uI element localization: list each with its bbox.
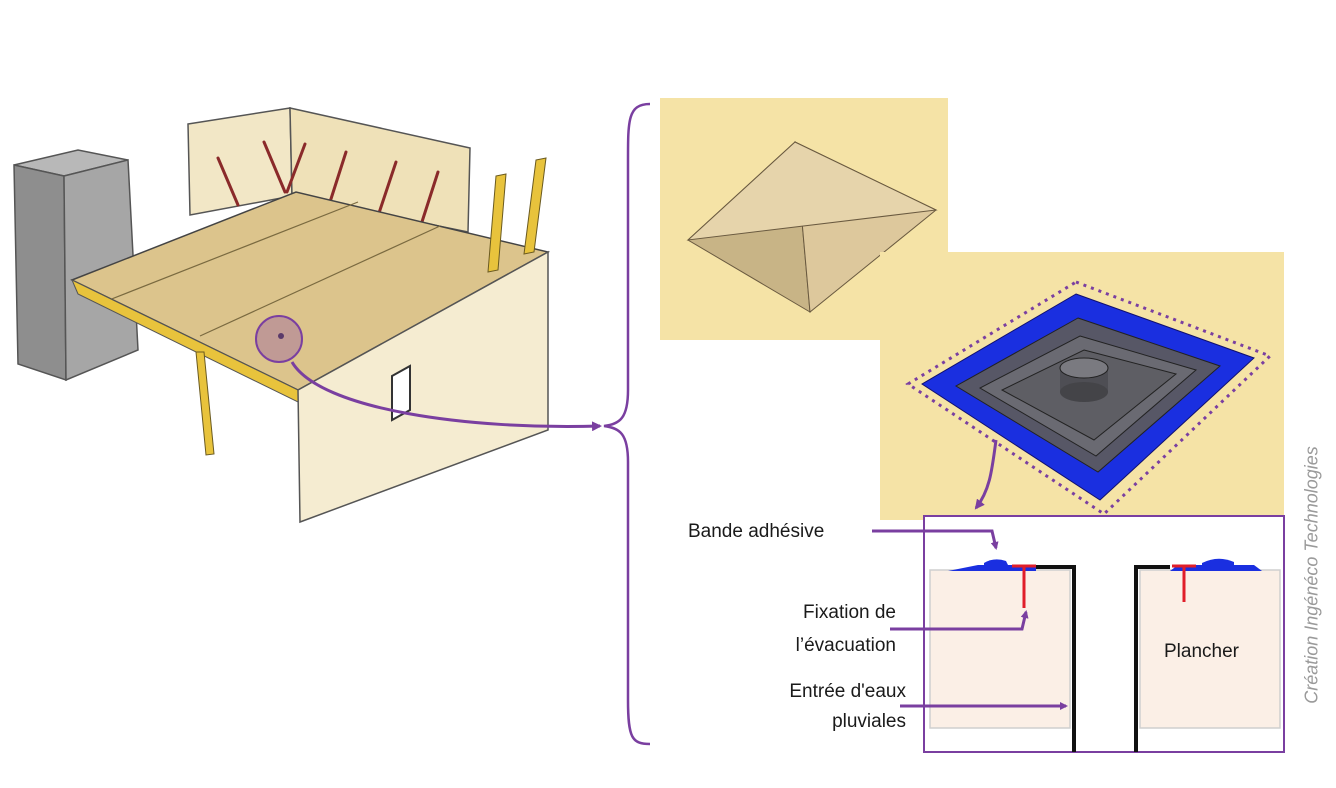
label-fixing-line1: Fixation de (803, 602, 896, 623)
posts (195, 157, 547, 456)
wall-rods (216, 140, 440, 230)
arrow-flashing-to-section (974, 439, 998, 510)
curly-brace (603, 102, 651, 746)
label-floor: Plancher (1164, 641, 1239, 662)
drain-flashing-3d-icon (880, 252, 1284, 520)
drain-highlight-circle (255, 315, 303, 363)
3d-roof-model-icon (13, 107, 551, 524)
label-inlet-line2: pluviales (832, 711, 906, 732)
label-adhesive-tape: Bande adhésive (688, 521, 825, 542)
label-inlet-line1: Entrée d'eaux (789, 681, 906, 702)
label-leaders (872, 529, 1068, 710)
drain-section-icon (923, 515, 1285, 753)
window (391, 364, 411, 422)
label-fixing-line2: l’évacuation (795, 635, 896, 656)
callout-arrow (290, 361, 602, 432)
credit-text: Création Ingénéco Technologies (1301, 446, 1322, 704)
front-wall (297, 250, 549, 524)
